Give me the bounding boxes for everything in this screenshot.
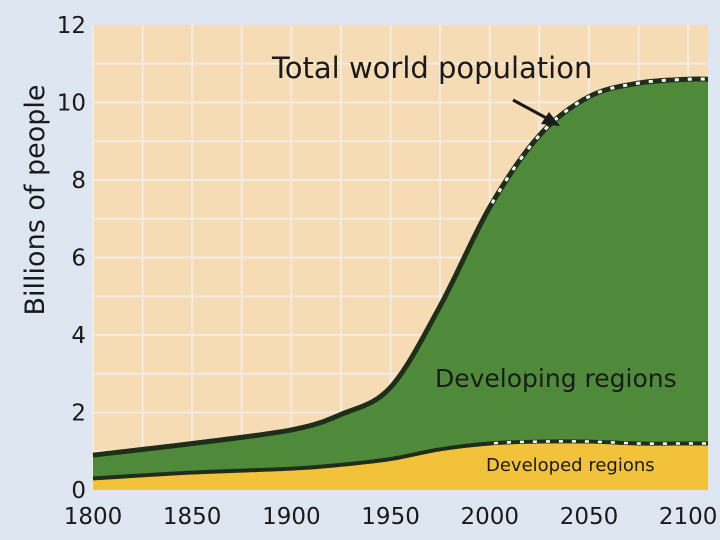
x-tick-label: 1800	[64, 504, 123, 530]
total-arrow-head	[541, 112, 560, 126]
developed-projection-dashes	[489, 440, 708, 445]
y-tick-label: 2	[71, 401, 86, 427]
total-population-label: Total world population	[271, 51, 592, 85]
developed-regions-area	[93, 441, 708, 490]
y-tick-label: 12	[57, 13, 86, 39]
total-arrow-shaft	[512, 98, 551, 122]
x-tick-label: 1950	[361, 504, 420, 530]
total-projection-dashes	[489, 77, 708, 211]
x-tick-label: 2000	[461, 504, 520, 530]
x-tick-label: 2100	[659, 504, 718, 530]
x-tick-label: 2050	[560, 504, 619, 530]
y-tick-label: 6	[71, 246, 86, 272]
area-layers	[93, 78, 708, 490]
developed-regions-label: Developed regions	[486, 455, 655, 476]
developing-regions-label: Developing regions	[435, 364, 677, 393]
developing-regions-area	[93, 78, 708, 479]
x-axis-ticks: 1800 1850 1900 1950 2000 2050 2100	[64, 504, 718, 530]
y-axis-title: Billions of people	[20, 85, 51, 316]
y-tick-label: 10	[57, 91, 86, 117]
x-tick-label: 1850	[163, 504, 222, 530]
y-tick-label: 8	[71, 168, 86, 194]
boundary-lines	[92, 76, 709, 481]
y-axis-ticks: 0 2 4 6 8 10 12	[57, 13, 86, 504]
y-tick-label: 0	[71, 478, 86, 504]
x-tick-label: 1900	[262, 504, 321, 530]
y-tick-label: 4	[71, 323, 86, 349]
